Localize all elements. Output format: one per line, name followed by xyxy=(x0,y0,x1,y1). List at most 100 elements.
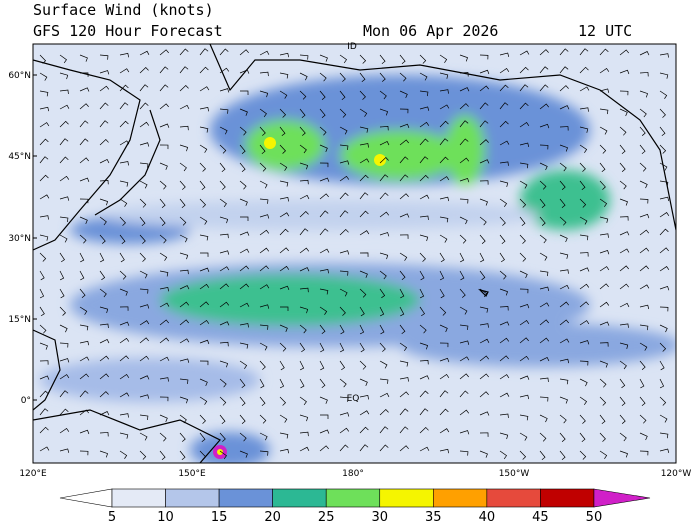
wind-barb xyxy=(579,234,589,241)
wind-barb xyxy=(599,450,608,459)
wind-barb xyxy=(419,342,429,350)
wind-barb xyxy=(399,193,409,200)
wind-barb xyxy=(179,319,189,326)
wind-barb xyxy=(219,301,230,308)
wind-barb xyxy=(459,72,469,77)
wind-barb xyxy=(319,324,326,335)
wind-barb xyxy=(619,323,629,328)
wind-barb xyxy=(219,321,230,326)
wind-barb xyxy=(39,215,49,220)
wind-barb xyxy=(219,48,229,56)
wind-barb xyxy=(139,252,146,262)
wind-barb xyxy=(59,54,67,64)
wind-barb xyxy=(519,320,530,326)
wind-barb xyxy=(119,234,126,245)
wind-barb xyxy=(459,177,470,183)
wind-barb xyxy=(199,432,206,443)
wind-barb xyxy=(639,265,649,272)
wind-barb xyxy=(499,234,506,245)
wind-barb xyxy=(59,408,69,416)
wind-barb xyxy=(139,432,148,441)
wind-barb xyxy=(159,180,167,190)
wind-barb xyxy=(199,162,206,172)
wind-barb xyxy=(579,450,587,460)
wind-barb xyxy=(279,342,287,352)
wind-barb xyxy=(439,306,447,316)
wind-barb xyxy=(219,378,227,388)
wind-barb xyxy=(319,162,329,168)
wind-barb xyxy=(259,342,268,351)
wind-barb xyxy=(339,144,349,150)
wind-barb xyxy=(219,414,226,425)
wind-barb xyxy=(219,108,229,114)
wind-barb xyxy=(59,234,68,243)
colorbar-label: 5 xyxy=(108,510,116,525)
wind-barb xyxy=(259,71,269,77)
wind-barb xyxy=(99,432,109,437)
wind-barb xyxy=(539,234,547,244)
wind-barb xyxy=(299,267,310,272)
wind-barb xyxy=(239,342,249,349)
wind-barb xyxy=(159,234,167,244)
wind-barb xyxy=(99,70,110,75)
wind-barb xyxy=(79,198,89,204)
wind-barb xyxy=(459,390,469,398)
wind-barb xyxy=(379,378,389,384)
wind-barb xyxy=(519,450,527,460)
wind-barb xyxy=(99,373,109,380)
colorbar-label: 20 xyxy=(264,510,281,525)
wind-barb xyxy=(559,338,570,344)
wind-barb xyxy=(439,390,449,398)
wind-barb xyxy=(579,198,587,208)
wind-barb xyxy=(639,229,650,236)
wind-barb xyxy=(119,413,129,418)
wind-barb xyxy=(279,285,290,291)
wind-barb xyxy=(79,87,90,92)
wind-barb xyxy=(659,196,670,202)
wind-barb xyxy=(659,90,668,99)
wind-barb xyxy=(419,426,429,434)
wind-barb xyxy=(179,269,189,275)
wind-barb xyxy=(619,342,629,349)
wind-barb xyxy=(239,378,246,389)
wind-barb xyxy=(379,90,387,100)
wind-barb xyxy=(299,287,309,293)
wind-barb xyxy=(59,390,69,398)
wind-barb xyxy=(99,234,106,244)
wind-barb xyxy=(299,378,305,389)
wind-barb xyxy=(319,228,329,236)
wind-barb xyxy=(419,72,428,81)
wind-barb xyxy=(259,90,269,98)
wind-barb xyxy=(299,306,309,314)
wind-barb xyxy=(259,378,265,389)
wind-barb xyxy=(459,216,468,225)
wind-barb xyxy=(619,198,628,206)
wind-barb xyxy=(319,193,329,200)
wind-barb xyxy=(439,324,448,333)
wind-barb xyxy=(519,234,526,244)
wind-barb xyxy=(659,414,668,423)
wind-barb xyxy=(39,90,49,97)
wind-barb xyxy=(359,230,370,236)
wind-barb xyxy=(359,143,369,148)
wind-barb xyxy=(39,360,49,365)
wind-barb xyxy=(599,48,609,56)
wind-barb xyxy=(559,105,570,110)
wind-barb xyxy=(279,378,285,389)
wind-barb xyxy=(439,176,450,182)
wind-barb xyxy=(619,378,626,389)
wind-barb xyxy=(79,450,89,456)
wind-barb xyxy=(139,66,149,74)
wind-barb xyxy=(179,358,190,363)
wind-barb xyxy=(399,252,408,261)
wind-barb xyxy=(579,340,590,345)
wind-barb xyxy=(59,342,69,348)
wind-barb xyxy=(499,392,510,398)
wind-barb xyxy=(99,252,105,263)
wind-barb xyxy=(559,48,569,56)
wind-barb xyxy=(519,432,528,441)
wind-barb xyxy=(379,157,389,164)
wind-barb xyxy=(339,270,349,276)
wind-barb xyxy=(399,90,408,99)
wind-barb xyxy=(359,210,369,218)
